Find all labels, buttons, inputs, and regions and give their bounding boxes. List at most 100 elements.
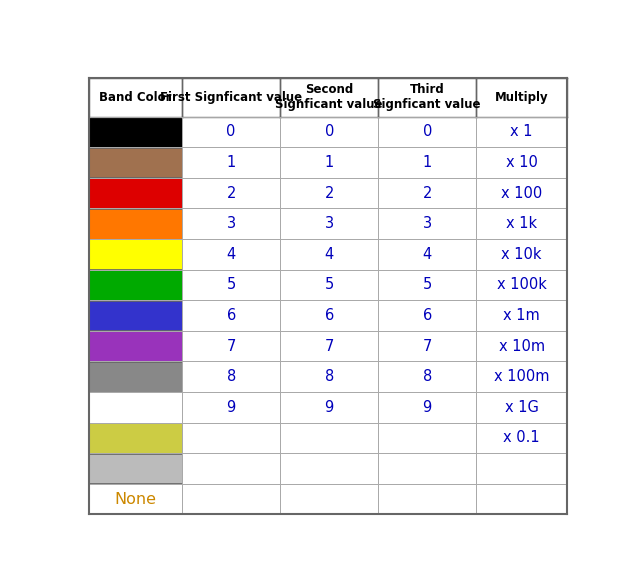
Bar	[90, 301, 182, 331]
Text: x 100k: x 100k	[497, 277, 547, 293]
Bar	[89, 484, 182, 515]
Bar	[90, 423, 182, 453]
Bar	[280, 208, 378, 239]
Text: x 10k: x 10k	[501, 247, 542, 262]
Text: x 1k: x 1k	[506, 216, 537, 231]
Text: 6: 6	[227, 308, 236, 323]
Bar	[280, 392, 378, 423]
Text: First Signficant value: First Signficant value	[160, 91, 302, 104]
Bar	[182, 331, 280, 361]
Bar	[89, 147, 182, 178]
Bar	[89, 392, 182, 423]
Bar	[378, 423, 476, 453]
Bar	[476, 423, 567, 453]
Text: 8: 8	[422, 369, 432, 384]
Text: 0: 0	[422, 124, 432, 140]
Bar	[280, 423, 378, 453]
Bar	[378, 270, 476, 300]
Text: 3: 3	[227, 216, 236, 231]
Text: 8: 8	[324, 369, 334, 384]
Text: 1: 1	[422, 155, 432, 170]
Bar	[476, 300, 567, 331]
Text: 4: 4	[422, 247, 432, 262]
Bar	[476, 484, 567, 515]
Bar	[378, 239, 476, 270]
Text: 9: 9	[227, 400, 236, 415]
Bar	[280, 484, 378, 515]
Bar	[280, 117, 378, 147]
Bar	[182, 239, 280, 270]
Bar	[476, 208, 567, 239]
Bar	[89, 453, 182, 484]
Bar	[378, 117, 476, 147]
Bar	[280, 300, 378, 331]
Text: 5: 5	[422, 277, 432, 293]
Bar	[280, 453, 378, 484]
Text: 6: 6	[422, 308, 432, 323]
Bar	[89, 117, 182, 147]
Bar	[280, 178, 378, 208]
Bar	[378, 331, 476, 361]
Text: 4: 4	[227, 247, 236, 262]
Text: 0: 0	[324, 124, 334, 140]
Text: Band Color: Band Color	[99, 91, 172, 104]
Text: x 10m: x 10m	[499, 339, 545, 353]
Text: x 1G: x 1G	[505, 400, 539, 415]
Bar	[182, 300, 280, 331]
Bar	[182, 178, 280, 208]
Text: Third
Signficant value: Third Signficant value	[374, 84, 481, 112]
Text: Multiply: Multiply	[495, 91, 548, 104]
Bar	[89, 361, 182, 392]
Bar	[89, 239, 182, 270]
Bar	[90, 148, 182, 178]
Bar	[280, 147, 378, 178]
Bar	[280, 361, 378, 392]
Bar	[90, 270, 182, 300]
Text: 1: 1	[324, 155, 334, 170]
Text: 7: 7	[324, 339, 334, 353]
Bar	[378, 78, 476, 117]
Bar	[476, 78, 567, 117]
Text: 2: 2	[227, 186, 236, 200]
Text: x 100m: x 100m	[494, 369, 549, 384]
Text: 8: 8	[227, 369, 236, 384]
Text: 9: 9	[324, 400, 334, 415]
Bar	[182, 117, 280, 147]
Bar	[89, 300, 182, 331]
Text: 9: 9	[422, 400, 432, 415]
Bar	[182, 270, 280, 300]
Bar	[182, 484, 280, 515]
Bar	[378, 178, 476, 208]
Text: 7: 7	[422, 339, 432, 353]
Bar	[90, 331, 182, 361]
Text: Second
Signficant value: Second Signficant value	[275, 84, 383, 112]
Bar	[89, 423, 182, 453]
Bar	[476, 147, 567, 178]
Text: 2: 2	[422, 186, 432, 200]
Text: 2: 2	[324, 186, 334, 200]
Bar	[476, 178, 567, 208]
Bar	[280, 270, 378, 300]
Bar	[90, 454, 182, 484]
Bar	[89, 208, 182, 239]
Bar	[378, 453, 476, 484]
Bar	[89, 331, 182, 361]
Bar	[90, 117, 182, 147]
Text: 7: 7	[227, 339, 236, 353]
Bar	[476, 117, 567, 147]
Bar	[476, 270, 567, 300]
Text: x 0.1: x 0.1	[503, 430, 540, 446]
Bar	[476, 453, 567, 484]
Text: 4: 4	[324, 247, 334, 262]
Bar	[182, 453, 280, 484]
Bar	[378, 392, 476, 423]
Bar	[182, 392, 280, 423]
Text: 3: 3	[422, 216, 432, 231]
Bar	[378, 300, 476, 331]
Bar	[476, 239, 567, 270]
Bar	[378, 147, 476, 178]
Bar	[280, 331, 378, 361]
Bar	[476, 392, 567, 423]
Bar	[90, 362, 182, 391]
Text: x 1: x 1	[510, 124, 533, 140]
